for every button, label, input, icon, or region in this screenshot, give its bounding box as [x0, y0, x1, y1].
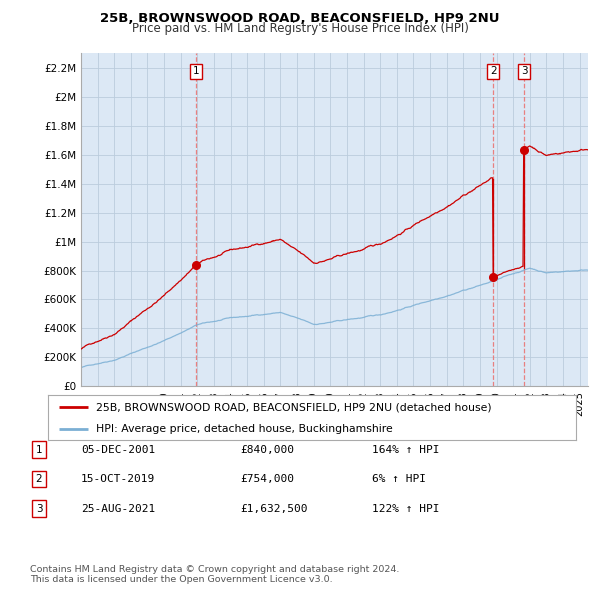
Text: 3: 3: [521, 67, 527, 77]
Text: 164% ↑ HPI: 164% ↑ HPI: [372, 445, 439, 454]
Text: 2: 2: [35, 474, 43, 484]
Text: Price paid vs. HM Land Registry's House Price Index (HPI): Price paid vs. HM Land Registry's House …: [131, 22, 469, 35]
Text: 122% ↑ HPI: 122% ↑ HPI: [372, 504, 439, 513]
Text: £754,000: £754,000: [240, 474, 294, 484]
Text: HPI: Average price, detached house, Buckinghamshire: HPI: Average price, detached house, Buck…: [95, 424, 392, 434]
Text: 1: 1: [193, 67, 199, 77]
Text: 1: 1: [35, 445, 43, 454]
Text: 25-AUG-2021: 25-AUG-2021: [81, 504, 155, 513]
Text: 15-OCT-2019: 15-OCT-2019: [81, 474, 155, 484]
Text: 2: 2: [490, 67, 496, 77]
Text: 25B, BROWNSWOOD ROAD, BEACONSFIELD, HP9 2NU: 25B, BROWNSWOOD ROAD, BEACONSFIELD, HP9 …: [100, 12, 500, 25]
Text: £840,000: £840,000: [240, 445, 294, 454]
Text: 25B, BROWNSWOOD ROAD, BEACONSFIELD, HP9 2NU (detached house): 25B, BROWNSWOOD ROAD, BEACONSFIELD, HP9 …: [95, 402, 491, 412]
Text: £1,632,500: £1,632,500: [240, 504, 308, 513]
Text: 3: 3: [35, 504, 43, 513]
Text: 05-DEC-2001: 05-DEC-2001: [81, 445, 155, 454]
Text: Contains HM Land Registry data © Crown copyright and database right 2024.
This d: Contains HM Land Registry data © Crown c…: [30, 565, 400, 584]
Text: 6% ↑ HPI: 6% ↑ HPI: [372, 474, 426, 484]
